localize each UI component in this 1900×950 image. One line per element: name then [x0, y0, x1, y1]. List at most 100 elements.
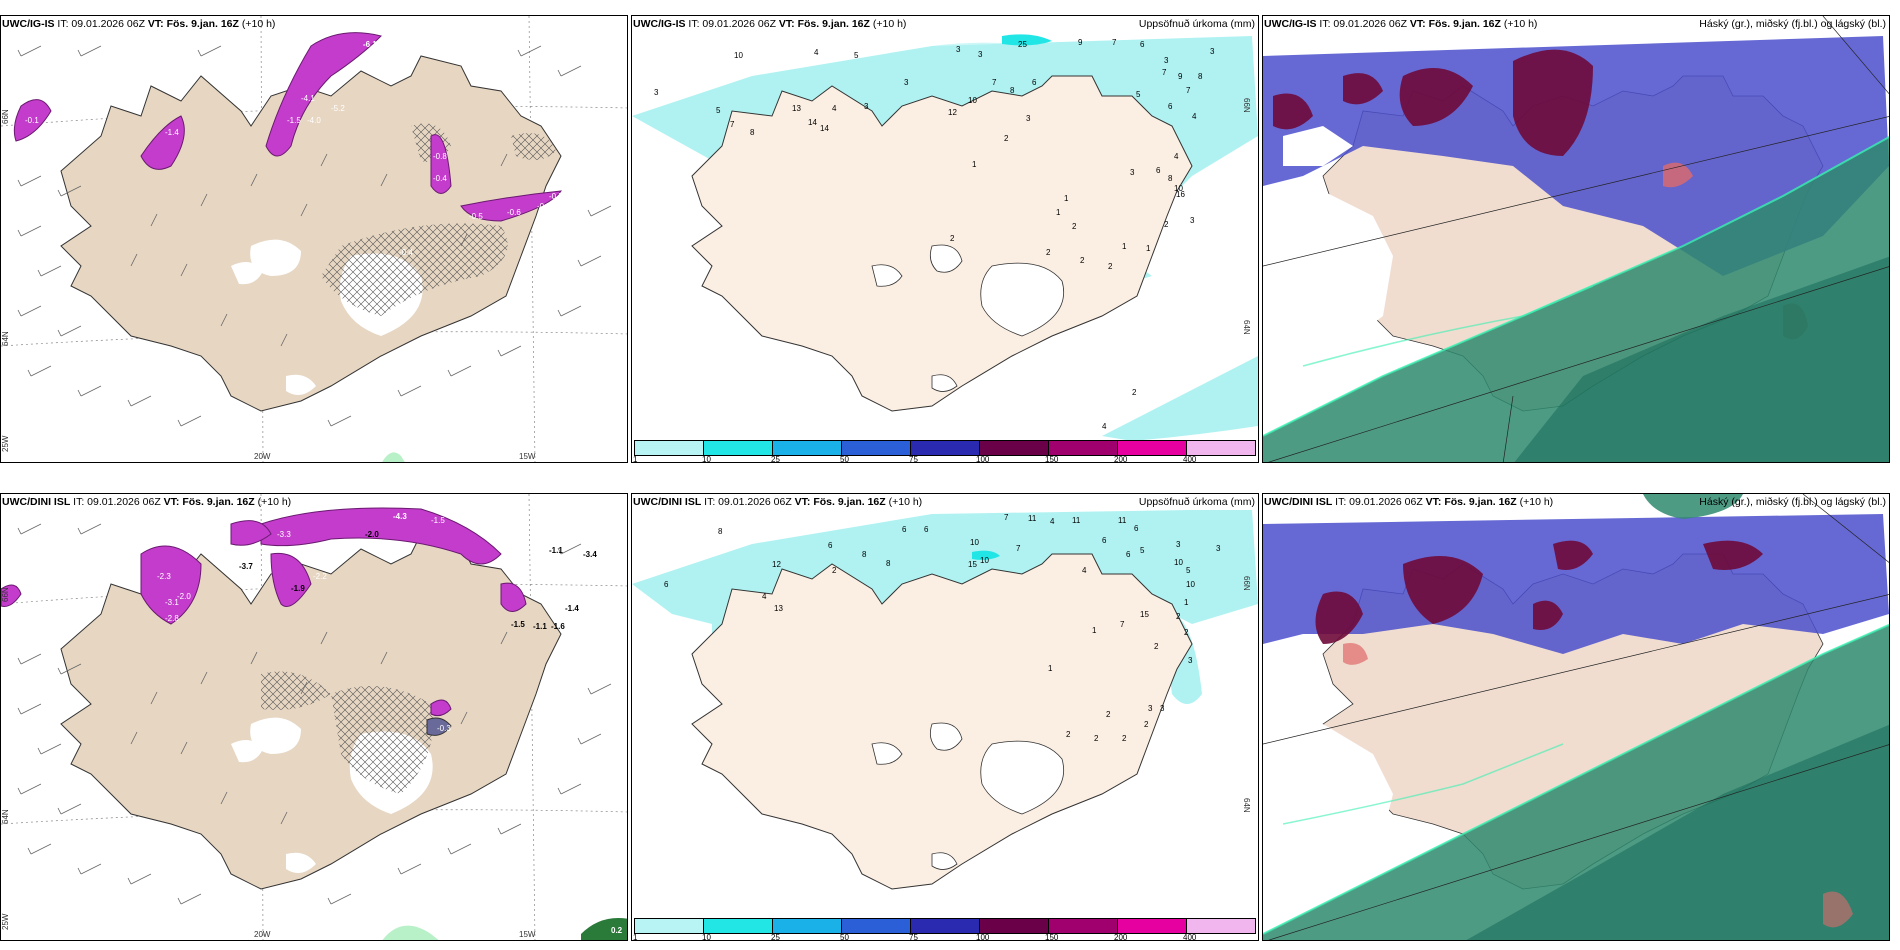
precip-value: 2	[832, 566, 837, 575]
precip-value: 10	[1174, 558, 1183, 567]
iceland-landmass	[691, 75, 1193, 412]
precip-value: 13	[774, 604, 783, 613]
precip-value: 5	[716, 106, 721, 115]
precip-value: 10	[980, 556, 989, 565]
valid-time: VT: Fös. 9.jan. 16Z	[1425, 496, 1517, 508]
precip-value: 6	[1156, 166, 1161, 175]
precip-value: 2	[1144, 720, 1149, 729]
temp-label: -0.6	[507, 208, 521, 217]
colorbar-cell	[1049, 441, 1118, 455]
precip-colorbar: 1 10 25 50 75 100 150 200 400	[632, 438, 1258, 462]
precip-value: 3	[1216, 544, 1221, 553]
temp-label: -0.4	[399, 248, 413, 257]
precip-value: 2	[1122, 734, 1127, 743]
precip-value: 3	[1176, 540, 1181, 549]
precip-value: 2	[1106, 710, 1111, 719]
precip-value: 1	[1146, 244, 1151, 253]
temp-label: -0.1	[25, 116, 39, 125]
colorbar-cell	[635, 919, 704, 933]
wind-panel-row2: UWC/DINI ISL IT: 09.01.2026 06Z VT: Fös.…	[0, 493, 628, 941]
colorbar-tick: 25	[771, 455, 780, 463]
colorbar-cell	[773, 919, 842, 933]
temp-label: -1.5	[287, 116, 301, 125]
temp-label: -1.6	[551, 622, 565, 631]
colorbar-tick: 10	[702, 455, 711, 463]
precip-value: 11	[1118, 516, 1127, 525]
panel-title: UWC/DINI ISL IT: 09.01.2026 06Z VT: Fös.…	[1264, 496, 1553, 508]
lat-label-66n: 66N	[1242, 576, 1251, 591]
precip-value: 10	[968, 96, 977, 105]
precip-value: 3	[1148, 704, 1153, 713]
colorbar-tick: 75	[909, 933, 918, 941]
temp-label: -0.3	[437, 724, 451, 733]
precip-value: 2	[1046, 248, 1051, 257]
colorbar-tick: 1	[633, 455, 638, 463]
precip-value: 14	[820, 124, 829, 133]
precip-value: 6	[902, 525, 907, 534]
lead-time: (+10 h)	[238, 18, 276, 30]
panel-title: UWC/IG-IS IT: 09.01.2026 06Z VT: Fös. 9.…	[633, 18, 906, 30]
temp-label: -5.2	[331, 104, 345, 113]
precip-value: 3	[1188, 656, 1193, 665]
precip-value: 3	[1210, 47, 1215, 56]
precip-value: 6	[1134, 524, 1139, 533]
init-time: IT: 09.01.2026 06Z	[54, 18, 148, 30]
precip-value: 3	[1160, 704, 1165, 713]
precip-value: 8	[1010, 86, 1015, 95]
precip-value: 10	[970, 538, 979, 547]
colorbar-tick: 400	[1183, 933, 1197, 941]
temp-label: -1.5	[431, 516, 445, 525]
precip-value: 1	[1056, 208, 1061, 217]
temp-label: -0.8	[433, 152, 447, 161]
precip-value: 3	[1130, 168, 1135, 177]
colorbar-cell	[911, 441, 980, 455]
precip-value: 1	[1048, 664, 1053, 673]
model-label: UWC/DINI ISL	[1264, 496, 1333, 508]
colorbar-tick: 75	[909, 455, 918, 463]
temp-label: -3.3	[277, 530, 291, 539]
precip-map-row2	[632, 494, 1258, 890]
colorbar-tick: 100	[976, 933, 990, 941]
valid-time: VT: Fös. 9.jan. 16Z	[794, 496, 886, 508]
temp-label: -3.0	[403, 38, 417, 47]
precip-value: 6	[1032, 78, 1037, 87]
colorbar-cell	[980, 919, 1049, 933]
precip-value: 2	[950, 234, 955, 243]
precip-value: 13	[792, 104, 801, 113]
precip-value: 8	[750, 128, 755, 137]
cloud-map-row2	[1263, 494, 1889, 940]
precip-value: 8	[862, 550, 867, 559]
precip-value: 4	[1082, 566, 1087, 575]
temp-label: -6.1	[363, 40, 377, 49]
precip-value: 2	[1184, 628, 1189, 637]
colorbar-tick: 150	[1045, 933, 1059, 941]
precip-value: 14	[808, 118, 817, 127]
init-time: IT: 09.01.2026 06Z	[701, 496, 795, 508]
colorbar-cell	[1118, 441, 1187, 455]
temp-label: -1.9	[291, 584, 305, 593]
precip-value: 10	[1174, 184, 1183, 193]
colorbar-tick: 25	[771, 933, 780, 941]
cloud-map-row1	[1263, 16, 1889, 462]
precip-value: 4	[1102, 422, 1107, 431]
colorbar-cell	[842, 919, 911, 933]
model-label: UWC/DINI ISL	[633, 496, 702, 508]
precip-value: 3	[1164, 56, 1169, 65]
temp-label: -3.7	[239, 562, 253, 571]
precip-value: 5	[1140, 546, 1145, 555]
temp-label: -0.5	[469, 212, 483, 221]
precip-value: 8	[1198, 72, 1203, 81]
precip-value: 15	[1140, 610, 1149, 619]
precip-value: 3	[864, 102, 869, 111]
model-label: UWC/IG-IS	[633, 18, 686, 30]
precip-value: 9	[1078, 38, 1083, 47]
precip-value: 16	[1176, 190, 1185, 199]
colorbar-cell	[635, 441, 704, 455]
colorbar-tick: 1	[633, 933, 638, 941]
iceland-landmass	[60, 533, 562, 890]
precip-value: 6	[924, 525, 929, 534]
temp-label: -2.0	[177, 592, 191, 601]
panel-title: UWC/IG-IS IT: 09.01.2026 06Z VT: Fös. 9.…	[1264, 18, 1537, 30]
temp-label: -3.4	[583, 550, 597, 559]
lat-label-66n: 66N	[1, 109, 10, 124]
